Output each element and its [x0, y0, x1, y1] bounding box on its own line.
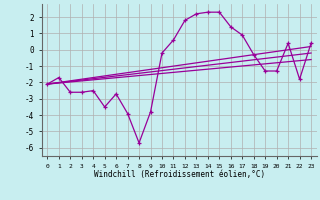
X-axis label: Windchill (Refroidissement éolien,°C): Windchill (Refroidissement éolien,°C)	[94, 170, 265, 179]
